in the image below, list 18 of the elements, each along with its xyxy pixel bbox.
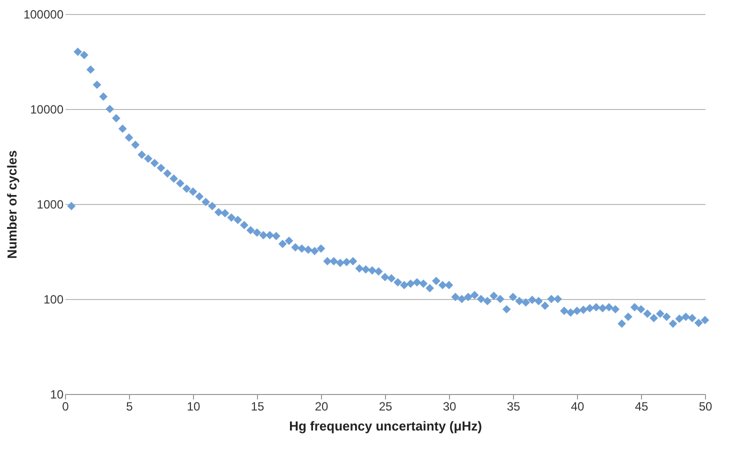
x-tick-label: 40 — [570, 400, 584, 414]
x-tick-label: 10 — [186, 400, 200, 414]
x-axis-title: Hg frequency uncertainty (μHz) — [289, 418, 482, 434]
x-tick-label: 0 — [62, 400, 70, 414]
y-axis-title: Number of cycles — [4, 150, 20, 259]
y-tick-label: 100000 — [23, 8, 64, 22]
x-tick-label: 30 — [442, 400, 456, 414]
x-tick-label: 50 — [698, 400, 712, 414]
y-tick-label: 1000 — [36, 198, 64, 212]
x-tick-label: 15 — [250, 400, 264, 414]
x-tick-label: 20 — [314, 400, 328, 414]
y-tick-label: 100 — [43, 292, 64, 306]
x-tick-label: 25 — [378, 400, 392, 414]
y-tick-label: 10 — [50, 388, 64, 402]
x-tick-label: 45 — [634, 400, 648, 414]
y-tick-label: 10000 — [30, 102, 64, 116]
x-tick-label: 5 — [126, 400, 134, 414]
x-tick-label: 35 — [506, 400, 520, 414]
